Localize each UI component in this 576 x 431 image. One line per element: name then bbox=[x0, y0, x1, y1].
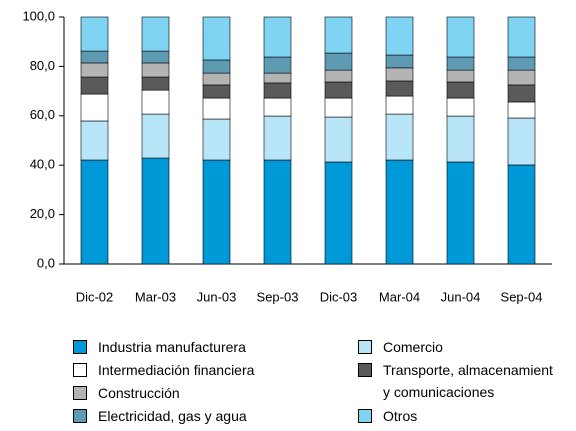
bar-segment bbox=[324, 16, 353, 54]
bar-segment bbox=[507, 56, 536, 71]
legend-label: Transporte, almacenamient y comunicacion… bbox=[383, 362, 553, 400]
bar-segment bbox=[141, 50, 170, 64]
x-tick-label: Dic-03 bbox=[320, 289, 358, 304]
legend-swatch bbox=[73, 340, 87, 354]
legend-swatch bbox=[73, 409, 87, 423]
bar-segment bbox=[263, 72, 292, 84]
bar-segment bbox=[263, 56, 292, 74]
y-tick-label: 80,0 bbox=[30, 58, 55, 73]
bar-segment bbox=[324, 161, 353, 265]
bar-segment bbox=[446, 97, 475, 117]
legend-label: Construcción bbox=[98, 385, 180, 401]
legend-item: Construcción bbox=[73, 382, 274, 404]
bar-segment bbox=[324, 116, 353, 163]
chart: 0,0 20,0 40,0 60,0 80,0 100,0 Dic-02 Mar-03 Jun-… bbox=[22, 8, 552, 304]
bar-segment bbox=[80, 159, 109, 265]
bar-segment bbox=[80, 76, 109, 95]
bar-segment bbox=[324, 69, 353, 83]
bar-segment bbox=[385, 54, 414, 69]
y-tick-label: 0,0 bbox=[37, 255, 55, 270]
legend-swatch bbox=[73, 363, 87, 377]
bar-segment bbox=[385, 113, 414, 161]
bar-segment bbox=[263, 16, 292, 58]
bar-segment bbox=[80, 16, 109, 52]
bar-segment bbox=[324, 81, 353, 99]
bar-segment bbox=[385, 95, 414, 115]
bar-segment bbox=[507, 101, 536, 119]
bar-segment bbox=[507, 69, 536, 86]
x-tick-label: Jun-03 bbox=[197, 289, 237, 304]
legend-label: Otros bbox=[383, 408, 418, 424]
bar-segment bbox=[446, 115, 475, 163]
x-tick-label: Jun-04 bbox=[441, 289, 481, 304]
bar-segment bbox=[80, 62, 109, 78]
bar-segment bbox=[263, 159, 292, 265]
bar-segment bbox=[202, 97, 231, 120]
legend-item: Otros bbox=[358, 405, 559, 427]
legend-swatch bbox=[73, 386, 87, 400]
bar-segment bbox=[141, 89, 170, 115]
legend-swatch bbox=[358, 363, 372, 377]
bar-segment bbox=[385, 67, 414, 82]
bar-segment bbox=[202, 16, 231, 61]
bar-segment bbox=[507, 84, 536, 103]
bar-segment bbox=[202, 59, 231, 74]
bar-segment bbox=[80, 50, 109, 64]
y-tick-label: 40,0 bbox=[30, 157, 55, 172]
x-tick-label: Sep-03 bbox=[257, 289, 299, 304]
x-tick-label: Mar-03 bbox=[135, 289, 176, 304]
legend-item: Transporte, almacenamient y comunicacion… bbox=[358, 359, 559, 403]
x-tick-label: Dic-02 bbox=[76, 289, 114, 304]
bar-segment bbox=[141, 113, 170, 159]
bar-segment bbox=[80, 120, 109, 161]
legend-label: Comercio bbox=[383, 339, 443, 355]
bar-segment bbox=[80, 93, 109, 122]
bar-segment bbox=[263, 82, 292, 99]
bar-segment bbox=[141, 62, 170, 78]
y-tick-label: 100,0 bbox=[22, 8, 55, 23]
bar-segment bbox=[446, 81, 475, 99]
bar-segment bbox=[202, 159, 231, 265]
legend-item: Comercio bbox=[358, 336, 559, 358]
x-tick-label: Sep-04 bbox=[501, 289, 543, 304]
bar-segment bbox=[263, 97, 292, 117]
bar-segment bbox=[324, 52, 353, 71]
bar-segment bbox=[446, 16, 475, 58]
bar-segment bbox=[385, 80, 414, 97]
bar-segment bbox=[324, 97, 353, 118]
bar-segment bbox=[446, 161, 475, 265]
bar-segment bbox=[507, 164, 536, 265]
bar-segment bbox=[141, 16, 170, 52]
bar-segment bbox=[507, 16, 536, 58]
bar-segment bbox=[446, 69, 475, 83]
legend-swatch bbox=[358, 340, 372, 354]
bar-segment bbox=[446, 56, 475, 71]
legend-label: Electricidad, gas y agua bbox=[98, 408, 247, 424]
bar-segment bbox=[141, 76, 170, 91]
legend-label: Intermediación financiera bbox=[98, 362, 255, 378]
bar-segment bbox=[202, 84, 231, 99]
x-tick-label: Mar-04 bbox=[379, 289, 420, 304]
legend-label: Industria manufacturera bbox=[98, 339, 246, 355]
legend-item: Industria manufacturera bbox=[73, 336, 274, 358]
legend-item: Electricidad, gas y agua bbox=[73, 405, 274, 427]
bar-segment bbox=[385, 16, 414, 56]
legend-item: Intermediación financiera bbox=[73, 359, 274, 381]
bar-segment bbox=[507, 117, 536, 166]
legend-swatch bbox=[358, 409, 372, 423]
bar-segment bbox=[202, 118, 231, 161]
bar-segment bbox=[385, 159, 414, 265]
y-tick-label: 20,0 bbox=[30, 206, 55, 221]
bar-segment bbox=[141, 157, 170, 265]
y-tick-label: 60,0 bbox=[30, 107, 55, 122]
bar-segment bbox=[202, 72, 231, 86]
bar-segment bbox=[263, 115, 292, 161]
